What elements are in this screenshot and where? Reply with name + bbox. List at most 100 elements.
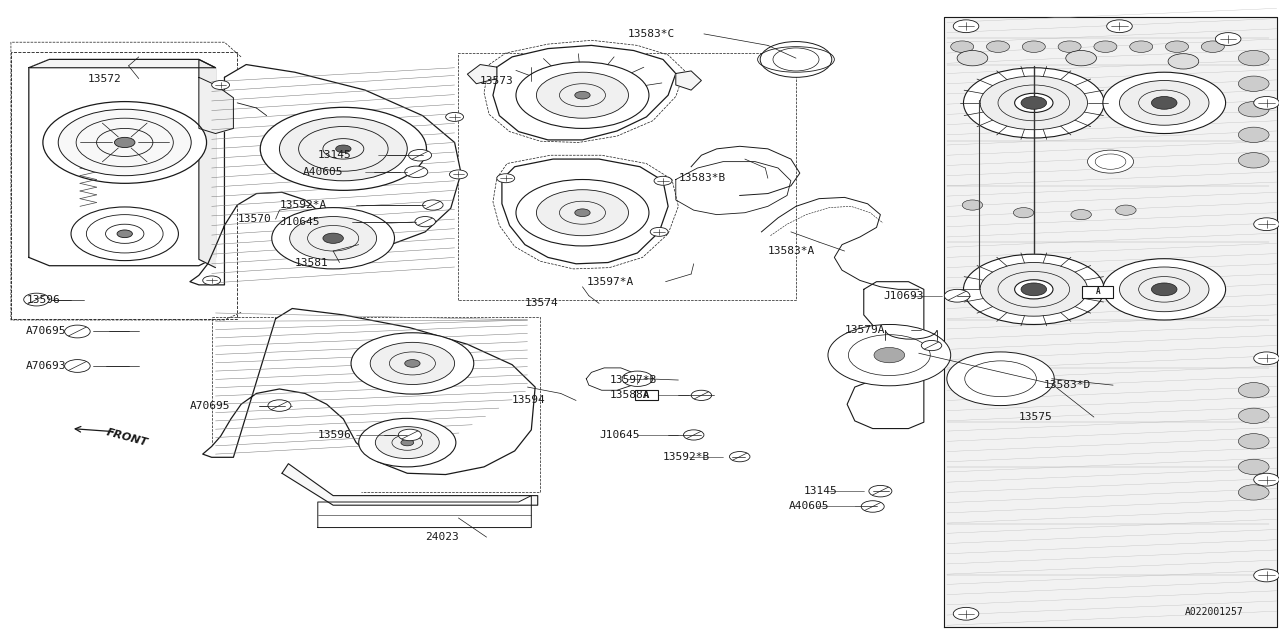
Circle shape: [1021, 97, 1047, 109]
Circle shape: [70, 207, 178, 260]
Circle shape: [268, 400, 291, 412]
Bar: [635, 390, 658, 401]
Circle shape: [684, 430, 704, 440]
Bar: [1083, 285, 1114, 298]
Text: A40605: A40605: [788, 502, 829, 511]
Text: 13592*A: 13592*A: [279, 200, 326, 210]
Circle shape: [1253, 97, 1279, 109]
Circle shape: [650, 227, 668, 236]
Text: A022001257: A022001257: [1185, 607, 1243, 617]
Text: 13575: 13575: [1019, 412, 1052, 422]
Text: A70695: A70695: [189, 401, 230, 411]
Text: 13596: 13596: [317, 430, 352, 440]
Text: 13145: 13145: [317, 150, 352, 160]
Circle shape: [116, 230, 132, 237]
Circle shape: [271, 207, 394, 269]
Circle shape: [536, 189, 628, 236]
Text: 13583*B: 13583*B: [678, 173, 726, 183]
Circle shape: [1059, 41, 1082, 52]
Circle shape: [730, 452, 750, 462]
Circle shape: [575, 209, 590, 216]
Text: A: A: [1096, 287, 1100, 296]
Polygon shape: [29, 60, 215, 266]
Circle shape: [24, 293, 50, 306]
Circle shape: [323, 233, 343, 243]
Text: A70693: A70693: [27, 361, 67, 371]
Circle shape: [922, 340, 942, 351]
Circle shape: [449, 170, 467, 179]
Circle shape: [64, 360, 90, 372]
Circle shape: [1014, 207, 1034, 218]
Circle shape: [445, 113, 463, 122]
Circle shape: [1120, 267, 1210, 312]
Polygon shape: [198, 77, 233, 134]
Circle shape: [1120, 81, 1210, 125]
Circle shape: [874, 348, 905, 363]
Circle shape: [1238, 434, 1268, 449]
Circle shape: [964, 254, 1105, 324]
Circle shape: [947, 352, 1055, 406]
Polygon shape: [676, 71, 701, 90]
Circle shape: [1238, 484, 1268, 500]
Text: 13145: 13145: [804, 486, 837, 496]
Text: J10693: J10693: [883, 291, 923, 301]
Text: 13588A: 13588A: [609, 390, 650, 401]
Circle shape: [415, 216, 435, 227]
Text: 13592*B: 13592*B: [663, 452, 710, 461]
Circle shape: [622, 371, 653, 387]
Polygon shape: [189, 65, 461, 285]
Polygon shape: [945, 17, 1276, 627]
Circle shape: [1152, 97, 1178, 109]
Circle shape: [422, 200, 443, 210]
Circle shape: [1015, 280, 1053, 299]
Circle shape: [1094, 41, 1117, 52]
Polygon shape: [502, 159, 668, 264]
Circle shape: [760, 42, 832, 77]
Circle shape: [398, 429, 421, 441]
Circle shape: [114, 138, 134, 148]
Text: 13581: 13581: [294, 257, 329, 268]
Polygon shape: [202, 308, 535, 474]
Circle shape: [358, 419, 456, 467]
Text: 13596: 13596: [27, 294, 60, 305]
Text: A70695: A70695: [27, 326, 67, 337]
Circle shape: [964, 68, 1105, 138]
Text: 13597*B: 13597*B: [609, 375, 657, 385]
Circle shape: [1253, 473, 1279, 486]
Circle shape: [404, 166, 428, 177]
Circle shape: [64, 325, 90, 338]
Circle shape: [1088, 150, 1134, 173]
Circle shape: [1253, 569, 1279, 582]
Circle shape: [1107, 20, 1133, 33]
Circle shape: [575, 92, 590, 99]
Circle shape: [945, 289, 970, 302]
Circle shape: [58, 109, 191, 175]
Circle shape: [1238, 153, 1268, 168]
Circle shape: [1238, 383, 1268, 398]
Text: A40605: A40605: [302, 167, 343, 177]
Circle shape: [408, 150, 431, 161]
Circle shape: [1238, 460, 1268, 474]
Circle shape: [404, 360, 420, 367]
Circle shape: [1253, 218, 1279, 230]
Circle shape: [828, 324, 951, 386]
Text: 13583*A: 13583*A: [768, 246, 815, 256]
Polygon shape: [282, 464, 538, 505]
Text: 13570: 13570: [237, 214, 271, 224]
Text: 13583*D: 13583*D: [1044, 380, 1092, 390]
Text: 13583*C: 13583*C: [627, 29, 675, 39]
Circle shape: [351, 333, 474, 394]
Circle shape: [1130, 41, 1153, 52]
Polygon shape: [29, 60, 215, 68]
Circle shape: [987, 41, 1010, 52]
Circle shape: [202, 276, 220, 285]
Polygon shape: [847, 282, 924, 429]
Circle shape: [1023, 41, 1046, 52]
Circle shape: [869, 485, 892, 497]
Circle shape: [654, 176, 672, 185]
Text: 13579A: 13579A: [845, 325, 884, 335]
Circle shape: [211, 81, 229, 90]
Circle shape: [279, 117, 407, 180]
Circle shape: [1166, 41, 1189, 52]
Circle shape: [1238, 408, 1268, 424]
